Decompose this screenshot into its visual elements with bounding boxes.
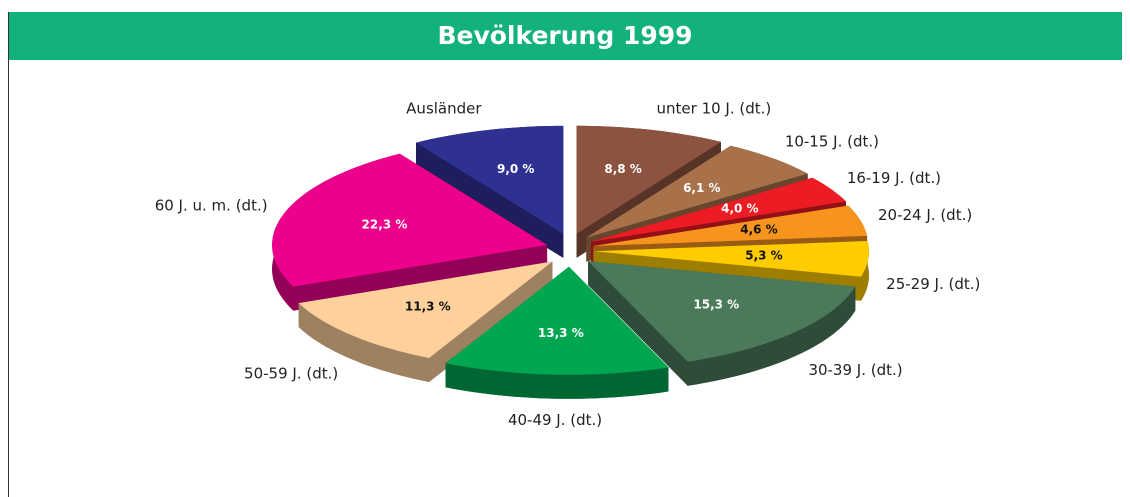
- slice-top: [591, 177, 846, 242]
- slice-face: [588, 261, 688, 386]
- slice-wall: [687, 286, 856, 386]
- category-label: Ausländer: [406, 100, 482, 118]
- slice-top: [593, 241, 869, 277]
- slice-top: [586, 145, 808, 238]
- category-label: 30-39 J. (dt.): [808, 361, 902, 379]
- value-label: 4,0 %: [721, 202, 758, 216]
- value-label: 9,0 %: [497, 162, 534, 176]
- value-label: 5,3 %: [745, 249, 782, 263]
- value-label: 11,3 %: [405, 300, 451, 314]
- category-label: unter 10 J. (dt.): [657, 99, 772, 117]
- slice-face: [429, 261, 553, 382]
- slice-top: [588, 261, 856, 362]
- category-label: 25-29 J. (dt.): [886, 275, 980, 293]
- category-label: 50-59 J. (dt.): [244, 365, 338, 383]
- value-label: 8,8 %: [604, 162, 641, 176]
- category-label: 10-15 J. (dt.): [785, 133, 879, 151]
- value-label: 22,3 %: [362, 217, 408, 231]
- slice-top: [416, 125, 564, 234]
- category-label: 60 J. u. m. (dt.): [155, 196, 268, 214]
- pie-slice: [298, 261, 553, 382]
- pie-slice: [588, 261, 856, 386]
- value-label: 13,3 %: [538, 326, 584, 340]
- category-label: 20-24 J. (dt.): [878, 206, 972, 224]
- slice-wall: [861, 241, 869, 301]
- pie-slice: [416, 125, 564, 258]
- slice-face: [416, 142, 564, 258]
- slice-top: [593, 205, 868, 246]
- slice-top: [576, 125, 721, 234]
- header-bar: [8, 12, 1122, 60]
- value-label: 15,3 %: [693, 298, 739, 312]
- slice-wall: [445, 363, 669, 399]
- slice-top: [272, 153, 548, 287]
- value-label: 4,6 %: [740, 223, 777, 237]
- slice-wall: [298, 303, 430, 382]
- value-label: 6,1 %: [683, 181, 720, 195]
- chart-title: Bevölkerung 1999: [437, 21, 692, 50]
- slice-top: [445, 266, 669, 375]
- category-label: 16-19 J. (dt.): [847, 169, 941, 187]
- category-label: 40-49 J. (dt.): [508, 411, 602, 429]
- slice-top: [298, 261, 553, 358]
- pie-slice: [445, 266, 669, 399]
